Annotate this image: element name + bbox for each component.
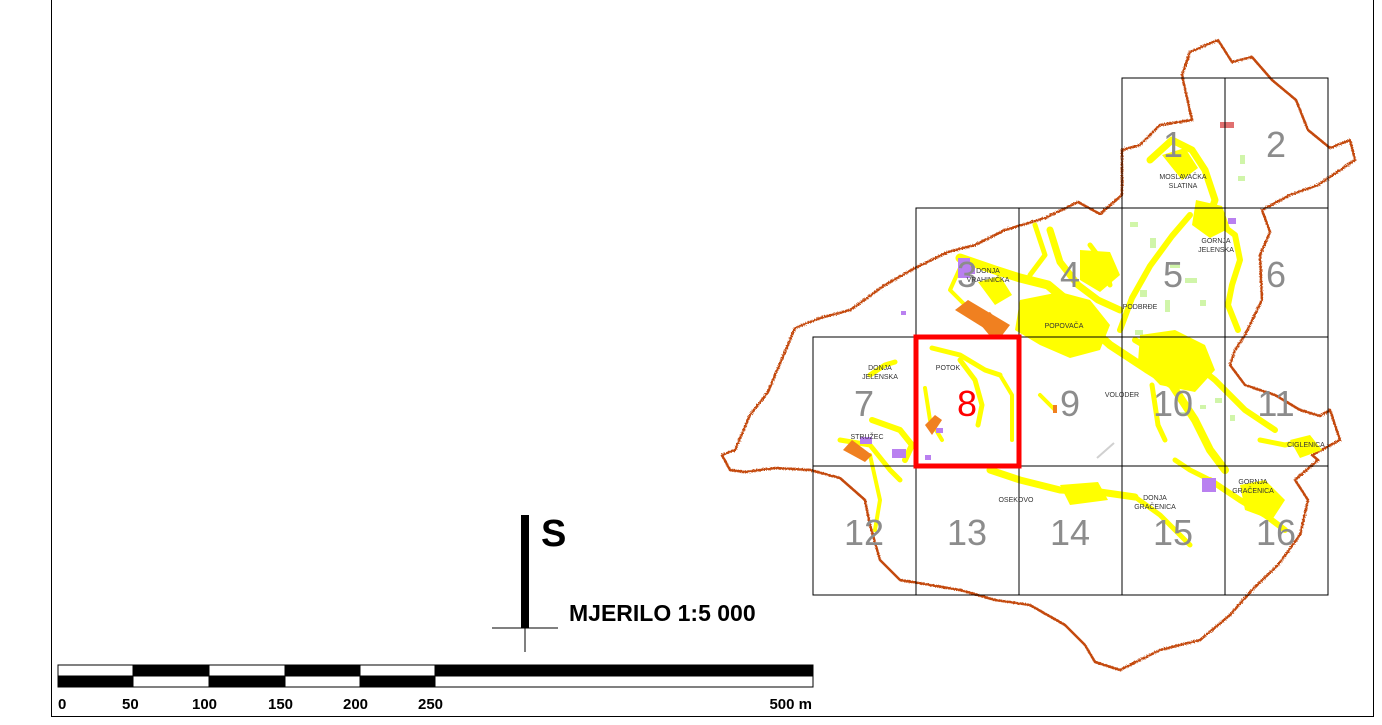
place-label: GORNJA JELENSKA bbox=[1198, 238, 1234, 254]
sheet-number-11[interactable]: 11 bbox=[1257, 383, 1294, 424]
scale-title: MJERILO 1:5 000 bbox=[569, 600, 756, 626]
road-segment bbox=[1096, 442, 1115, 459]
place-label: PODBRĐE bbox=[1123, 304, 1158, 311]
sheet-number-6[interactable]: 6 bbox=[1266, 254, 1286, 295]
settlement-blobs bbox=[978, 148, 1322, 520]
sheet-number-1[interactable]: 1 bbox=[1163, 124, 1183, 165]
place-labels: MOSLAVAČKA SLATINA GORNJA JELENSKA DONJA VR… bbox=[850, 172, 1325, 511]
sheet-number-13[interactable]: 13 bbox=[947, 512, 987, 553]
orange-areas bbox=[843, 300, 1057, 462]
north-arrow-letter: S bbox=[541, 513, 566, 555]
municipality-boundary bbox=[720, 38, 1357, 672]
place-label: DONJA VRAHINIČKA bbox=[967, 268, 1010, 284]
sheet-number-12[interactable]: 12 bbox=[844, 512, 884, 553]
sheet-number-15[interactable]: 15 bbox=[1153, 512, 1193, 553]
scale-ticks: 0 50 100 150 200 250 500 m bbox=[58, 696, 812, 713]
place-label: DONJA JELENSKA bbox=[862, 365, 898, 381]
sheet-number-4[interactable]: 4 bbox=[1060, 254, 1080, 295]
sheet-number-7[interactable]: 7 bbox=[854, 383, 874, 424]
north-arrow-bar bbox=[521, 515, 529, 628]
scale-tick-label: 250 bbox=[418, 696, 443, 713]
scale-tick-label: 150 bbox=[268, 696, 293, 713]
map-frame bbox=[51, 0, 1374, 717]
place-label: DONJA GRAČENICA bbox=[1134, 495, 1176, 511]
purple-areas bbox=[860, 122, 1236, 492]
scale-tick-label: 200 bbox=[343, 696, 368, 713]
sheet-number-3[interactable]: 3 bbox=[957, 254, 977, 295]
scale-tick-label: 0 bbox=[58, 696, 66, 713]
place-label: POPOVAČA bbox=[1045, 321, 1084, 330]
place-label: OSEKOVO bbox=[998, 497, 1034, 504]
scale-bar bbox=[57, 664, 814, 688]
sheet-number-10[interactable]: 10 bbox=[1153, 383, 1193, 424]
place-label: POTOK bbox=[936, 365, 961, 372]
north-arrow: S bbox=[492, 513, 566, 652]
scale-tick-label: 500 m bbox=[769, 696, 812, 713]
sheet-number-2[interactable]: 2 bbox=[1266, 124, 1286, 165]
sheet-number-16[interactable]: 16 bbox=[1256, 512, 1296, 553]
place-label: MOSLAVAČKA SLATINA bbox=[1159, 172, 1207, 190]
scale-tick-label: 100 bbox=[192, 696, 217, 713]
scale-tick-label: 50 bbox=[122, 696, 139, 713]
green-areas bbox=[1130, 155, 1245, 421]
sheet-number-9[interactable]: 9 bbox=[1060, 383, 1080, 424]
sheet-numbers: 1 2 3 4 5 6 7 8 9 10 11 12 13 14 15 16 bbox=[844, 124, 1296, 553]
place-label: GORNJA GRAČENICA bbox=[1232, 479, 1274, 495]
sheet-number-8[interactable]: 8 bbox=[957, 383, 977, 424]
active-sheet-outline[interactable] bbox=[913, 334, 1022, 469]
place-label: CIGLENICA bbox=[1287, 442, 1325, 449]
sheet-number-14[interactable]: 14 bbox=[1050, 512, 1090, 553]
place-label: VOLODER bbox=[1105, 392, 1139, 399]
sheet-number-5[interactable]: 5 bbox=[1163, 254, 1183, 295]
place-label: STRUŽEC bbox=[850, 432, 883, 441]
